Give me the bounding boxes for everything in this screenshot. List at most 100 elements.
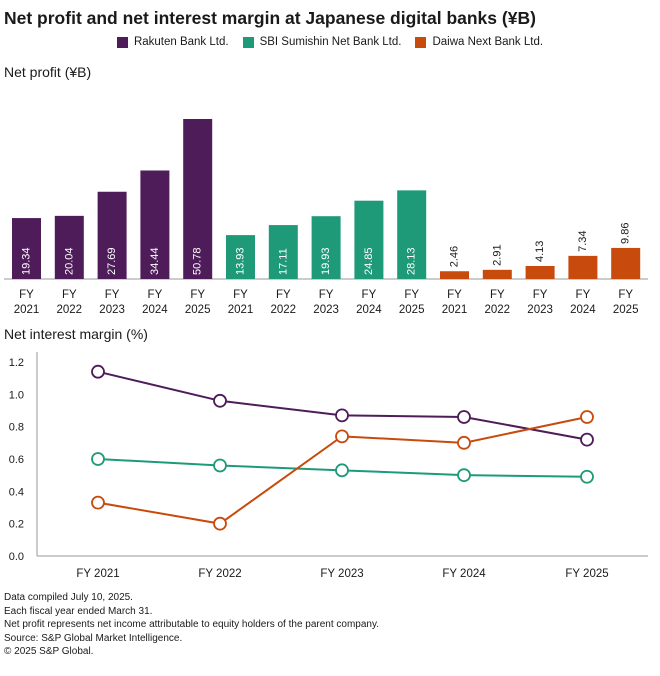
x-tick-label: 2022 bbox=[271, 304, 297, 316]
legend-swatch-daiwa bbox=[415, 36, 427, 48]
point-sbi-2 bbox=[213, 458, 227, 473]
y-tick-label: 0.8 bbox=[9, 422, 24, 434]
bar-rakuten-4 bbox=[140, 170, 170, 279]
x-tick-label: 2022 bbox=[57, 304, 83, 316]
footnote-source: Source: S&P Global Market Intelligence. bbox=[4, 632, 183, 644]
bar-sbi-3 bbox=[311, 216, 341, 279]
x-tick-label: FY bbox=[19, 289, 34, 301]
x-tick-label: FY 2021 bbox=[76, 568, 119, 580]
net-profit-bar-chart: 19.34 FY 2021 20.04 FY 2022 27.69 FY 2023 34.44 FY… bbox=[4, 119, 648, 316]
line-rakuten bbox=[97, 370, 588, 441]
bar-daiwa-4 bbox=[568, 255, 598, 279]
bar-sbi-5 bbox=[397, 190, 427, 279]
point-rakuten-1 bbox=[91, 364, 105, 379]
bar-value-label: 28.13 bbox=[406, 247, 418, 275]
x-tick-label: 2024 bbox=[570, 304, 596, 316]
bar-daiwa-1 bbox=[440, 271, 469, 279]
x-tick-label: FY bbox=[362, 289, 377, 301]
point-rakuten-4 bbox=[457, 410, 471, 424]
bar-value-label: 17.11 bbox=[277, 248, 289, 275]
bar-chart-label: Net profit (¥B) bbox=[4, 64, 92, 80]
legend-item-sbi: SBI Sumishin Net Bank Ltd. bbox=[242, 36, 402, 48]
x-tick-label: FY 2025 bbox=[565, 568, 608, 580]
footnote-date: Data compiled July 10, 2025. bbox=[4, 592, 133, 603]
y-tick-label: 1.0 bbox=[9, 389, 24, 401]
bar-sbi-1 bbox=[226, 235, 255, 279]
bar-value-label: 34.44 bbox=[149, 247, 161, 275]
point-rakuten-2 bbox=[213, 393, 227, 408]
line-chart-label: Net interest margin (%) bbox=[4, 326, 148, 342]
x-tick-label: 2021 bbox=[228, 304, 254, 316]
x-tick-label: 2023 bbox=[313, 304, 339, 316]
bar-rakuten-5 bbox=[183, 119, 213, 279]
bar-rakuten-1 bbox=[12, 218, 41, 279]
x-tick-label: FY bbox=[319, 289, 334, 301]
legend-label-daiwa: Daiwa Next Bank Ltd. bbox=[432, 36, 544, 48]
x-tick-label: 2023 bbox=[527, 304, 553, 316]
bar-value-label: 4.13 bbox=[534, 241, 546, 262]
y-tick-label: 0.2 bbox=[9, 519, 24, 531]
bar-sbi-4 bbox=[354, 200, 384, 279]
point-daiwa-4 bbox=[457, 435, 471, 450]
bar-daiwa-5 bbox=[611, 247, 641, 279]
point-daiwa-5 bbox=[580, 410, 594, 424]
bar-sbi-2 bbox=[268, 225, 298, 279]
legend: Rakuten Bank Ltd. SBI Sumishin Net Bank … bbox=[0, 36, 660, 48]
net-interest-margin-line-chart: 0.0 0.2 0.4 0.6 0.8 1.0 1.2 FY 2021 FY 2022 FY 20… bbox=[9, 352, 648, 580]
point-daiwa-1 bbox=[91, 495, 105, 510]
x-tick-label: 2021 bbox=[442, 304, 468, 316]
x-tick-label: FY bbox=[233, 289, 248, 301]
legend-item-daiwa: Daiwa Next Bank Ltd. bbox=[415, 36, 543, 48]
point-rakuten-3 bbox=[335, 408, 349, 423]
bar-value-label: 2.46 bbox=[449, 246, 461, 267]
bar-value-label: 13.93 bbox=[235, 247, 247, 275]
x-tick-label: FY bbox=[533, 289, 548, 301]
y-tick-label: 0.4 bbox=[9, 486, 24, 498]
legend-item-rakuten: Rakuten Bank Ltd. bbox=[116, 36, 229, 48]
legend-swatch-sbi bbox=[242, 36, 254, 48]
bar-value-label: 24.85 bbox=[363, 247, 375, 275]
footnotes: Data compiled July 10, 2025. Each fiscal… bbox=[4, 591, 379, 659]
bar-rakuten-3 bbox=[97, 191, 127, 279]
legend-swatch-rakuten bbox=[116, 36, 128, 48]
point-daiwa-3 bbox=[335, 429, 349, 444]
footnote-fiscal-year: Each fiscal year ended March 31. bbox=[4, 605, 153, 617]
bar-daiwa-2 bbox=[482, 269, 512, 279]
x-tick-label: FY bbox=[576, 289, 591, 301]
point-sbi-5 bbox=[580, 469, 594, 484]
x-tick-label: FY bbox=[148, 289, 163, 301]
x-tick-label: 2024 bbox=[356, 304, 382, 316]
x-tick-label: FY 2023 bbox=[320, 568, 363, 580]
x-tick-label: FY bbox=[490, 289, 505, 301]
y-tick-label: 0.0 bbox=[9, 551, 24, 563]
bar-value-label: 9.86 bbox=[620, 223, 632, 244]
x-tick-label: FY bbox=[105, 289, 120, 301]
y-tick-label: 0.6 bbox=[9, 454, 24, 466]
bar-rakuten-2 bbox=[54, 215, 84, 279]
legend-label-sbi: SBI Sumishin Net Bank Ltd. bbox=[259, 36, 402, 48]
y-tick-label: 1.2 bbox=[9, 357, 24, 369]
x-tick-label: FY bbox=[62, 289, 77, 301]
point-rakuten-5 bbox=[580, 432, 594, 447]
bar-value-label: 7.34 bbox=[577, 230, 589, 251]
x-tick-label: 2025 bbox=[613, 304, 639, 316]
bar-value-label: 27.69 bbox=[106, 247, 118, 275]
x-tick-label: 2022 bbox=[485, 304, 511, 316]
x-tick-label: 2025 bbox=[399, 304, 425, 316]
x-tick-label: FY bbox=[447, 289, 462, 301]
x-tick-label: FY bbox=[618, 289, 633, 301]
x-tick-label: 2025 bbox=[185, 304, 211, 316]
point-sbi-1 bbox=[91, 452, 105, 466]
point-sbi-3 bbox=[335, 463, 349, 478]
bar-value-label: 19.93 bbox=[320, 247, 332, 275]
bar-daiwa-3 bbox=[525, 265, 555, 279]
x-tick-label: FY 2024 bbox=[442, 568, 486, 580]
bar-value-label: 50.78 bbox=[192, 247, 204, 275]
chart-title: Net profit and net interest margin at Ja… bbox=[4, 8, 536, 28]
bar-value-label: 20.04 bbox=[63, 247, 75, 275]
x-tick-label: FY bbox=[190, 289, 205, 301]
point-daiwa-2 bbox=[213, 516, 227, 531]
x-tick-label: FY 2022 bbox=[198, 568, 241, 580]
x-tick-label: 2021 bbox=[14, 304, 40, 316]
bar-value-label: 2.91 bbox=[491, 244, 503, 265]
